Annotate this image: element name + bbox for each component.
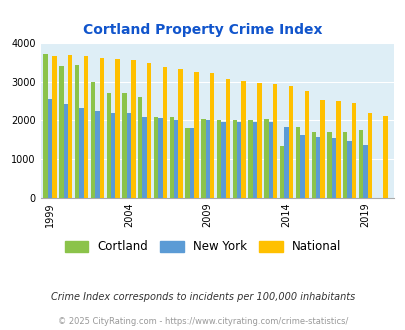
Bar [138, 97, 142, 198]
Bar [362, 145, 367, 198]
Bar [205, 120, 209, 198]
Bar [83, 56, 88, 198]
Bar [347, 141, 351, 198]
Bar [178, 69, 182, 198]
Bar [64, 104, 68, 198]
Bar [221, 122, 225, 198]
Bar [189, 128, 194, 198]
Bar [315, 137, 320, 198]
Bar [284, 127, 288, 198]
Bar [99, 58, 104, 198]
Bar [43, 54, 48, 198]
Bar [320, 100, 324, 198]
Bar [200, 118, 205, 198]
Bar [68, 55, 72, 198]
Bar [158, 118, 162, 198]
Text: Crime Index corresponds to incidents per 100,000 inhabitants: Crime Index corresponds to incidents per… [51, 292, 354, 302]
Bar [147, 63, 151, 198]
Bar [153, 116, 158, 198]
Bar [351, 103, 356, 198]
Bar [131, 60, 135, 198]
Bar [288, 86, 292, 198]
Bar [237, 122, 241, 198]
Bar [326, 132, 331, 198]
Bar [331, 138, 335, 198]
Bar [48, 99, 52, 198]
Bar [279, 147, 284, 198]
Bar [382, 116, 387, 198]
Bar [216, 120, 221, 198]
Bar [126, 114, 131, 198]
Bar [75, 65, 79, 198]
Bar [79, 109, 83, 198]
Bar [185, 128, 189, 198]
Bar [142, 116, 147, 198]
Bar [209, 73, 214, 198]
Bar [299, 135, 304, 198]
Bar [122, 93, 126, 198]
Bar [367, 113, 371, 198]
Bar [111, 113, 115, 198]
Bar [91, 82, 95, 198]
Bar [162, 67, 166, 198]
Bar [59, 66, 64, 198]
Bar [257, 83, 261, 198]
Text: Cortland Property Crime Index: Cortland Property Crime Index [83, 23, 322, 37]
Bar [342, 132, 347, 198]
Text: © 2025 CityRating.com - https://www.cityrating.com/crime-statistics/: © 2025 CityRating.com - https://www.city… [58, 317, 347, 326]
Bar [232, 120, 237, 198]
Bar [106, 93, 111, 198]
Bar [304, 91, 308, 198]
Bar [225, 79, 230, 198]
Bar [272, 83, 277, 198]
Bar [241, 81, 245, 198]
Bar [264, 118, 268, 198]
Bar [52, 56, 57, 198]
Bar [174, 120, 178, 198]
Bar [169, 116, 174, 198]
Bar [252, 122, 257, 198]
Bar [115, 59, 119, 198]
Legend: Cortland, New York, National: Cortland, New York, National [60, 236, 345, 258]
Bar [335, 101, 340, 198]
Bar [295, 127, 299, 198]
Bar [268, 122, 272, 198]
Bar [248, 120, 252, 198]
Bar [311, 132, 315, 198]
Bar [95, 111, 99, 198]
Bar [358, 130, 362, 198]
Bar [194, 72, 198, 198]
